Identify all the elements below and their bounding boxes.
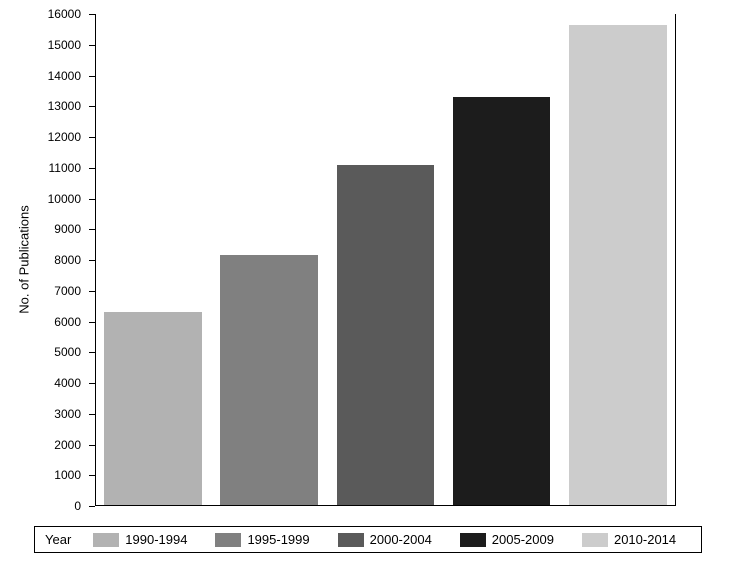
- y-tick-label: 11000: [31, 161, 81, 175]
- y-tick-label: 9000: [31, 222, 81, 236]
- legend-label: 2005-2009: [492, 532, 554, 547]
- y-tick-label: 13000: [31, 99, 81, 113]
- y-tick-label: 0: [31, 499, 81, 513]
- legend: Year 1990-1994 1995-1999 2000-2004 2005-200…: [34, 526, 702, 553]
- bar-2010-2014: [569, 25, 667, 506]
- legend-swatch: [215, 533, 241, 547]
- bar-2005-2009: [453, 97, 551, 506]
- legend-label: 1995-1999: [247, 532, 309, 547]
- legend-item: 1990-1994: [93, 532, 187, 547]
- legend-swatch: [582, 533, 608, 547]
- y-tick-label: 14000: [31, 69, 81, 83]
- y-axis-line: [95, 14, 96, 506]
- bar-1990-1994: [104, 312, 202, 506]
- y-tick-label: 5000: [31, 345, 81, 359]
- y-tick-label: 4000: [31, 376, 81, 390]
- y-tick-label: 6000: [31, 315, 81, 329]
- y-tick-label: 1000: [31, 468, 81, 482]
- chart-container: 0 1000 2000 3000 4000 5000 6000 7000 8000 9000 100…: [0, 0, 756, 567]
- y-tick-label: 3000: [31, 407, 81, 421]
- legend-label: 2010-2014: [614, 532, 676, 547]
- plot-right-border: [675, 14, 676, 506]
- y-tick-label: 15000: [31, 38, 81, 52]
- y-axis-label: No. of Publications: [17, 200, 32, 320]
- legend-swatch: [93, 533, 119, 547]
- y-tick-label: 7000: [31, 284, 81, 298]
- legend-label: 2000-2004: [370, 532, 432, 547]
- y-tick: [89, 506, 95, 507]
- bar-2000-2004: [337, 165, 435, 506]
- y-tick-label: 8000: [31, 253, 81, 267]
- legend-title: Year: [45, 532, 71, 547]
- y-tick-label: 2000: [31, 438, 81, 452]
- legend-swatch: [460, 533, 486, 547]
- y-tick-label: 10000: [31, 192, 81, 206]
- legend-item: 1995-1999: [215, 532, 309, 547]
- legend-item: 2005-2009: [460, 532, 554, 547]
- x-axis-line: [95, 505, 676, 506]
- y-tick-label: 12000: [31, 130, 81, 144]
- bar-1995-1999: [220, 255, 318, 506]
- legend-item: 2010-2014: [582, 532, 676, 547]
- legend-label: 1990-1994: [125, 532, 187, 547]
- legend-items: 1990-1994 1995-1999 2000-2004 2005-2009 2010…: [93, 532, 676, 547]
- bars-container: [95, 14, 676, 506]
- legend-item: 2000-2004: [338, 532, 432, 547]
- y-tick-label: 16000: [31, 7, 81, 21]
- legend-swatch: [338, 533, 364, 547]
